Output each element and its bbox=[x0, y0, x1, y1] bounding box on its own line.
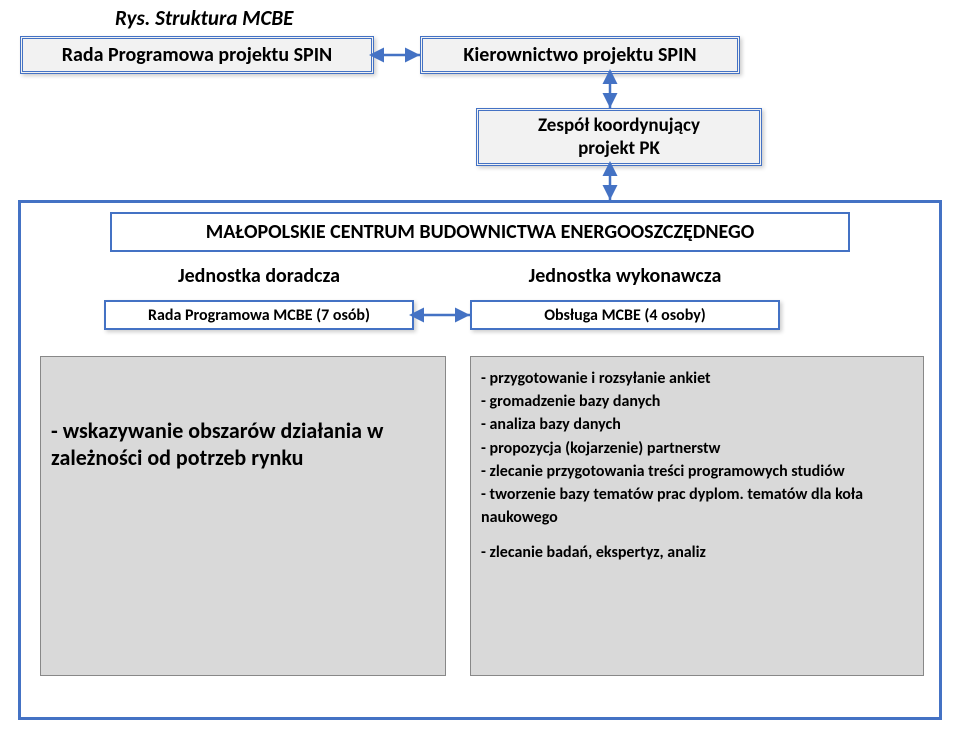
connectors bbox=[0, 0, 960, 730]
